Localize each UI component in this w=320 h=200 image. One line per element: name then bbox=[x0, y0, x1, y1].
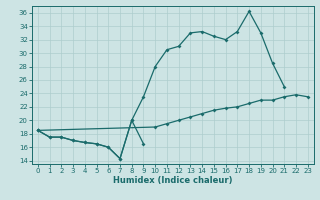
X-axis label: Humidex (Indice chaleur): Humidex (Indice chaleur) bbox=[113, 176, 233, 185]
